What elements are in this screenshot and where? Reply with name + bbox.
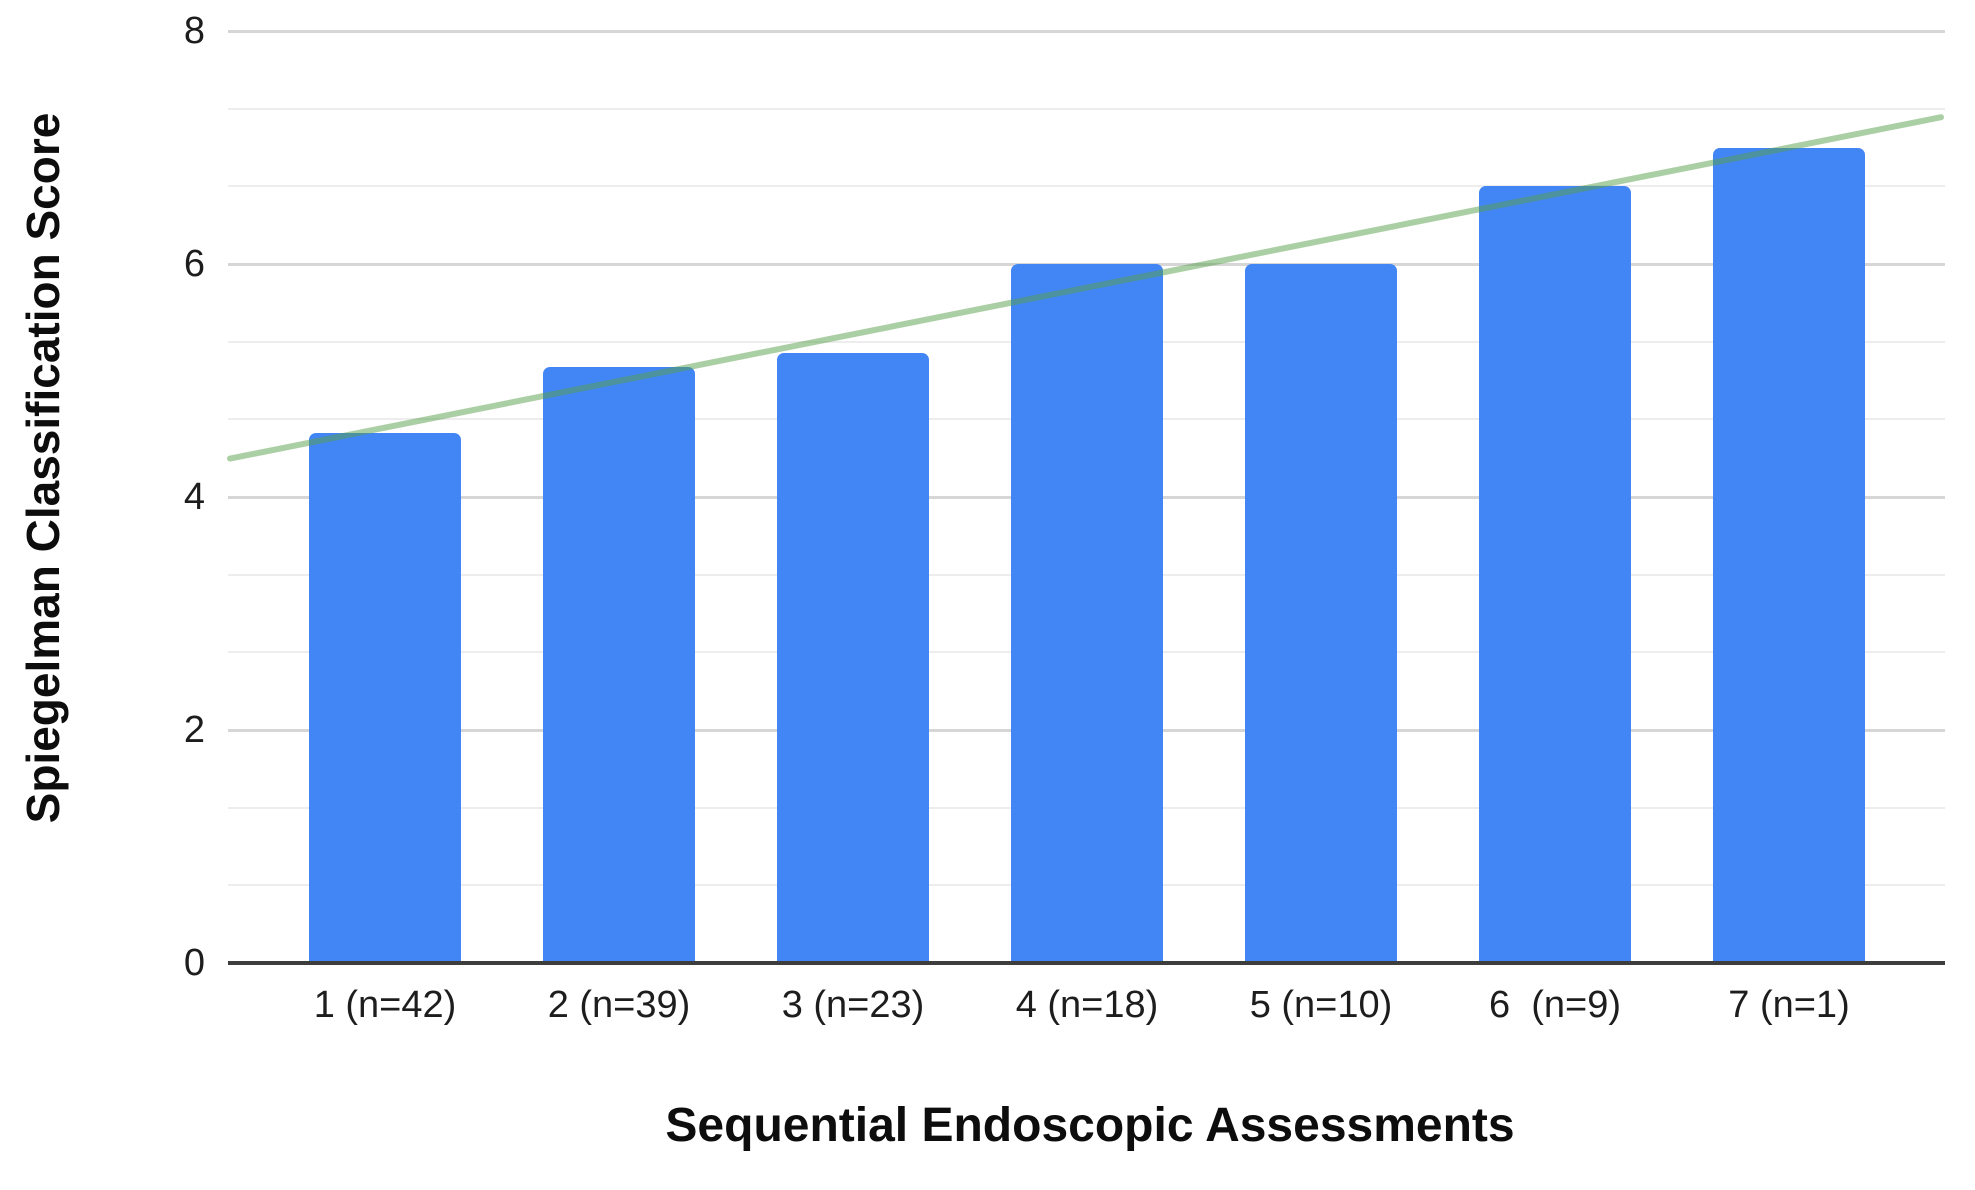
plot-area <box>227 29 1945 965</box>
bar-assessment-5 <box>1245 264 1397 963</box>
x-tick-label: 3 (n=23) <box>781 984 925 1026</box>
y-tick-label: 0 <box>183 942 205 984</box>
x-axis-line <box>228 961 1945 965</box>
minor-gridline <box>228 185 1945 188</box>
trendline <box>227 114 1944 462</box>
bar-assessment-1 <box>309 432 461 963</box>
x-tick-label: 4 (n=18) <box>1015 984 1159 1026</box>
x-tick-label: 6 (n=9) <box>1488 984 1622 1026</box>
x-tick-label: 1 (n=42) <box>313 984 457 1026</box>
x-tick-label: 7 (n=1) <box>1728 984 1850 1026</box>
bar-assessment-4 <box>1011 264 1163 963</box>
minor-gridline <box>228 107 1945 110</box>
bar-assessment-3 <box>777 352 929 963</box>
y-tick-label: 4 <box>183 476 205 518</box>
bar-assessment-2 <box>543 366 695 963</box>
major-gridline <box>228 29 1945 33</box>
bar-assessment-7 <box>1713 147 1865 963</box>
y-tick-label: 6 <box>183 243 205 285</box>
x-tick-label: 5 (n=10) <box>1249 984 1393 1026</box>
x-axis-title: Sequential Endoscopic Assessments <box>665 1099 1515 1152</box>
trendline-path <box>227 114 1944 462</box>
y-tick-label: 8 <box>183 10 205 52</box>
x-tick-label: 2 (n=39) <box>547 984 691 1026</box>
y-tick-label: 2 <box>183 709 205 751</box>
bar-assessment-6 <box>1479 185 1631 963</box>
